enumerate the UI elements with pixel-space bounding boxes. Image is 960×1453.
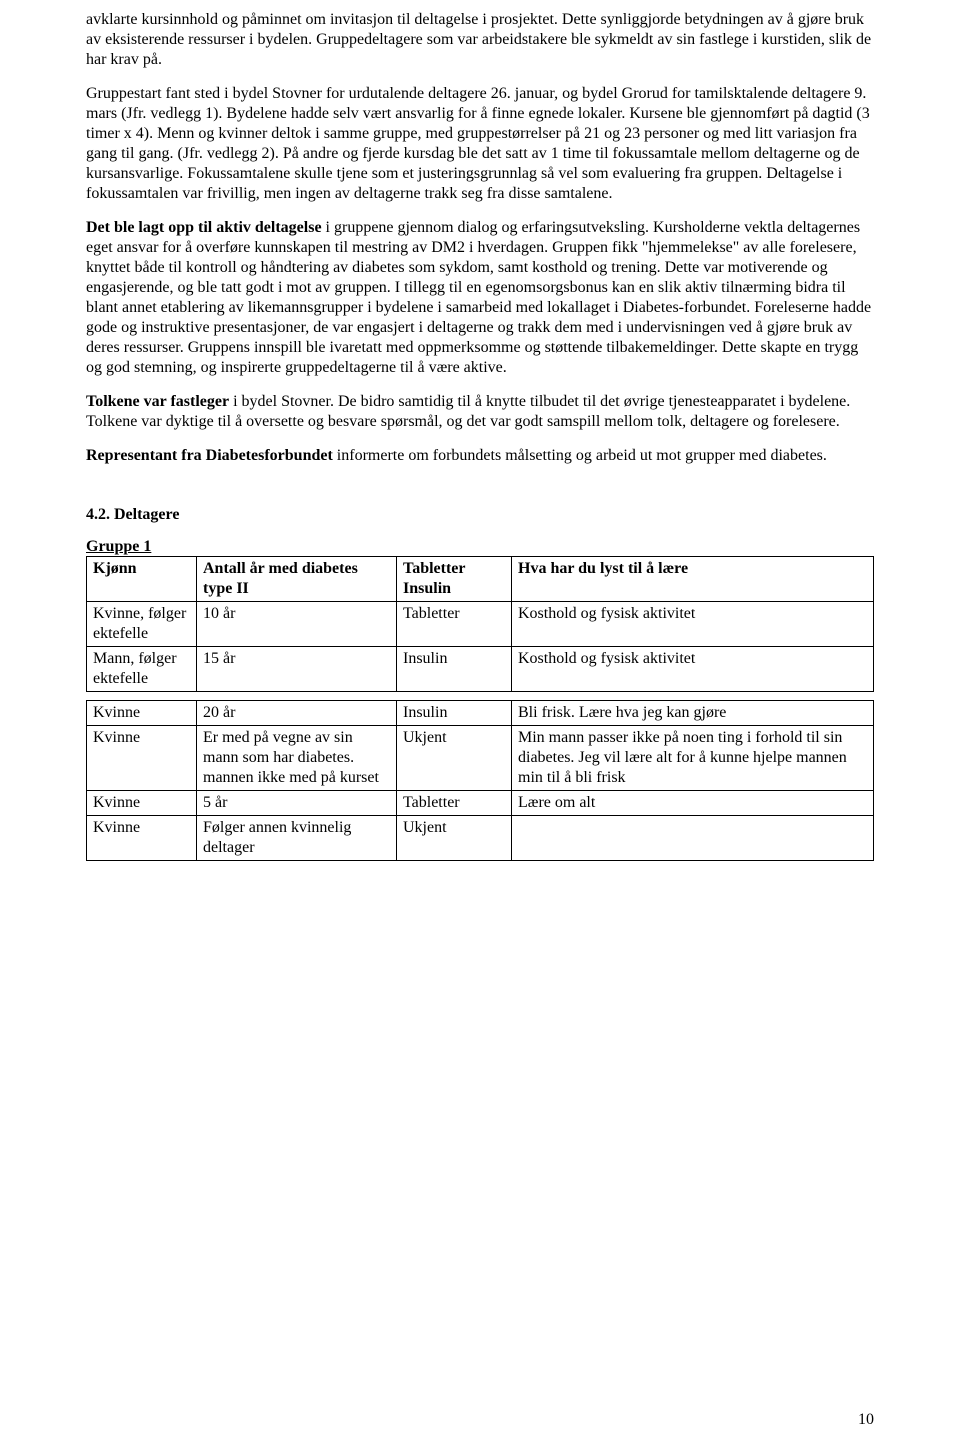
cell-aar: 15 år — [197, 647, 397, 692]
cell-aar: 20 år — [197, 701, 397, 726]
paragraph-2: Gruppestart fant sted i bydel Stovner fo… — [86, 84, 874, 204]
cell-tab: Tabletter — [397, 602, 512, 647]
p5-rest: informerte om forbundets målsetting og a… — [333, 447, 827, 464]
paragraph-3: Det ble lagt opp til aktiv deltagelse i … — [86, 218, 874, 378]
table-row: Kvinne 5 år Tabletter Lære om alt — [87, 791, 874, 816]
cell-laere: Bli frisk. Lære hva jeg kan gjøre — [512, 701, 874, 726]
cell-aar: Følger annen kvinnelig deltager — [197, 816, 397, 861]
p3-lead: Det ble lagt opp til aktiv deltagelse — [86, 219, 322, 236]
cell-kjonn: Kvinne — [87, 791, 197, 816]
cell-kjonn: Mann, følger ektefelle — [87, 647, 197, 692]
cell-tab: Tabletter — [397, 791, 512, 816]
cell-laere: Lære om alt — [512, 791, 874, 816]
cell-laere — [512, 816, 874, 861]
p3-rest: i gruppene gjennom dialog og erfaringsut… — [86, 219, 871, 376]
th-laere: Hva har du lyst til å lære — [512, 557, 874, 602]
paragraph-4: Tolkene var fastleger i bydel Stovner. D… — [86, 392, 874, 432]
table-row: Kvinne, følger ektefelle 10 år Tabletter… — [87, 602, 874, 647]
section-heading: 4.2. Deltagere — [86, 506, 874, 524]
participants-table-1: Kjønn Antall år med diabetes type II Tab… — [86, 556, 874, 692]
cell-kjonn: Kvinne — [87, 701, 197, 726]
cell-tab: Insulin — [397, 647, 512, 692]
table-row: Kvinne Er med på vegne av sin mann som h… — [87, 726, 874, 791]
cell-tab: Ukjent — [397, 726, 512, 791]
cell-tab: Ukjent — [397, 816, 512, 861]
cell-kjonn: Kvinne — [87, 726, 197, 791]
participants-table-2: Kvinne 20 år Insulin Bli frisk. Lære hva… — [86, 700, 874, 861]
cell-aar: 5 år — [197, 791, 397, 816]
th-aar: Antall år med diabetes type II — [197, 557, 397, 602]
paragraph-5: Representant fra Diabetesforbundet infor… — [86, 446, 874, 466]
page-container: avklarte kursinnhold og påminnet om invi… — [0, 0, 960, 1453]
table-header-row: Kjønn Antall år med diabetes type II Tab… — [87, 557, 874, 602]
th-tab: Tabletter Insulin — [397, 557, 512, 602]
cell-tab: Insulin — [397, 701, 512, 726]
table-row: Kvinne 20 år Insulin Bli frisk. Lære hva… — [87, 701, 874, 726]
cell-laere: Min mann passer ikke på noen ting i forh… — [512, 726, 874, 791]
th-kjonn: Kjønn — [87, 557, 197, 602]
table-row: Mann, følger ektefelle 15 år Insulin Kos… — [87, 647, 874, 692]
p5-lead: Representant fra Diabetesforbundet — [86, 447, 333, 464]
cell-laere: Kosthold og fysisk aktivitet — [512, 602, 874, 647]
cell-laere: Kosthold og fysisk aktivitet — [512, 647, 874, 692]
group-heading: Gruppe 1 — [86, 538, 874, 556]
cell-aar: 10 år — [197, 602, 397, 647]
page-number: 10 — [858, 1411, 874, 1429]
cell-aar: Er med på vegne av sin mann som har diab… — [197, 726, 397, 791]
table-row: Kvinne Følger annen kvinnelig deltager U… — [87, 816, 874, 861]
cell-kjonn: Kvinne — [87, 816, 197, 861]
paragraph-1: avklarte kursinnhold og påminnet om invi… — [86, 10, 874, 70]
p4-lead: Tolkene var fastleger — [86, 393, 229, 410]
cell-kjonn: Kvinne, følger ektefelle — [87, 602, 197, 647]
